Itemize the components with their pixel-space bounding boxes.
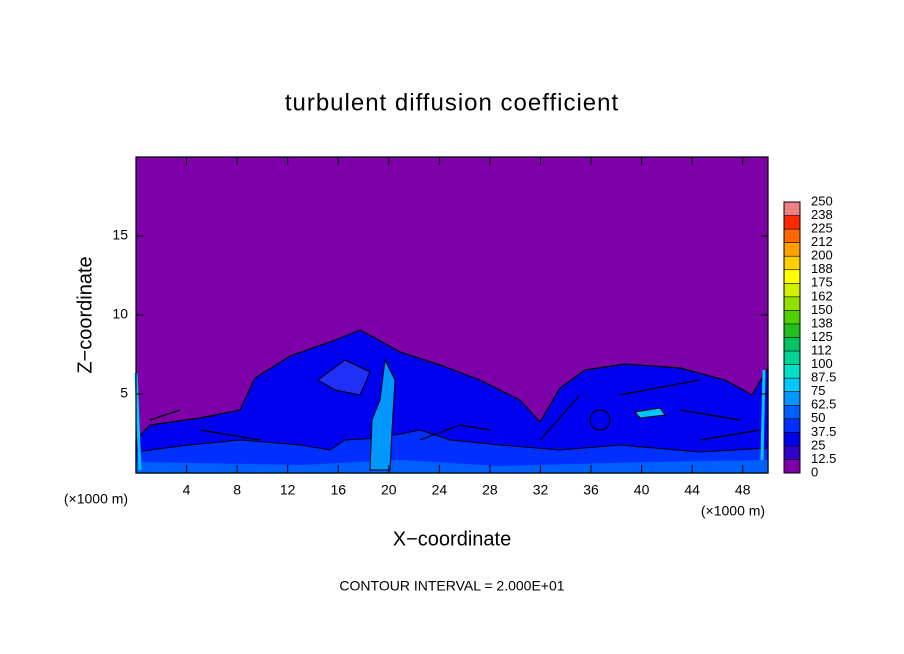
colorbar-label: 238	[811, 207, 833, 222]
chart-title: turbulent diffusion coefficient	[285, 89, 619, 116]
colorbar-label: 112	[811, 342, 832, 357]
annotation: CONTOUR INTERVAL = 2.000E+01	[339, 578, 564, 594]
colorbar-band	[784, 459, 800, 473]
y-tick-label: 15	[112, 227, 128, 243]
field-contour	[149, 379, 761, 441]
colorbar-label: 250	[811, 193, 833, 208]
colorbar-label: 212	[811, 234, 833, 249]
x-tick-label: 28	[482, 482, 498, 498]
x-tick-label: 32	[533, 482, 549, 498]
colorbar-band	[784, 445, 800, 460]
colorbar-label: 37.5	[811, 424, 836, 439]
colorbar-band	[784, 229, 800, 243]
field-region	[134, 369, 766, 471]
colorbar-label: 100	[811, 356, 833, 371]
colorbar-label: 225	[811, 221, 833, 236]
y-tick-label: 5	[120, 385, 128, 401]
colorbar-band	[784, 364, 800, 379]
x-tick-label: 12	[280, 482, 296, 498]
x-unit-label: (×1000 m)	[64, 491, 128, 507]
colorbar-label: 138	[811, 315, 833, 330]
colorbar-band	[784, 432, 800, 446]
colorbar-band	[784, 215, 800, 230]
colorbar-band	[784, 337, 800, 352]
colorbar-band	[784, 310, 800, 324]
y-tick-label: 10	[112, 306, 128, 322]
field-region	[634, 407, 666, 419]
x-tick-label: 16	[330, 482, 346, 498]
colorbar-band	[784, 418, 800, 433]
colorbar-label: 125	[811, 329, 833, 344]
field-contour	[317, 359, 371, 396]
colorbar-label: 25	[811, 437, 825, 452]
colorbar-band	[784, 405, 800, 419]
colorbar-label: 62.5	[811, 397, 836, 412]
x-tick-label: 24	[432, 482, 448, 498]
y-axis-title: Z−coordinate	[74, 256, 96, 373]
colorbar-band	[784, 256, 800, 270]
x-tick-label: 20	[381, 482, 397, 498]
colorbar-label: 162	[811, 288, 833, 303]
colorbar-label: 188	[811, 261, 833, 276]
x-tick-label: 8	[233, 482, 241, 498]
x-axis-title: X−coordinate	[393, 528, 511, 550]
x-tick-label: 44	[684, 482, 700, 498]
field-region	[135, 429, 769, 474]
colorbar-band	[784, 391, 800, 406]
colorbar-label: 0	[811, 464, 818, 479]
colorbar-label: 175	[811, 275, 833, 290]
x-tick-label: 40	[634, 482, 650, 498]
x-tick-label: 4	[183, 482, 191, 498]
colorbar-band	[784, 296, 800, 311]
colorbar-band	[784, 202, 800, 216]
field-contour	[589, 409, 611, 431]
contour-field	[134, 157, 769, 474]
colorbar-band	[784, 378, 800, 392]
colorbar-band	[784, 242, 800, 257]
field-region	[369, 358, 396, 471]
field-region	[136, 460, 768, 473]
colorbar-label: 75	[811, 383, 825, 398]
field-region	[135, 329, 769, 474]
colorbar-label: 150	[811, 302, 833, 317]
colorbar-label: 12.5	[811, 451, 836, 466]
colorbar-label: 50	[811, 410, 825, 425]
x-tick-label: 36	[583, 482, 599, 498]
colorbar-label: 87.5	[811, 370, 836, 385]
colorbar-band	[784, 323, 800, 338]
colorbar-label: 200	[811, 248, 833, 263]
colorbar-band	[784, 351, 800, 365]
x-tick-label: 48	[735, 482, 751, 498]
colorbar-band	[784, 283, 800, 297]
colorbar-band	[784, 269, 800, 284]
x-unit-label: (×1000 m)	[701, 503, 765, 519]
